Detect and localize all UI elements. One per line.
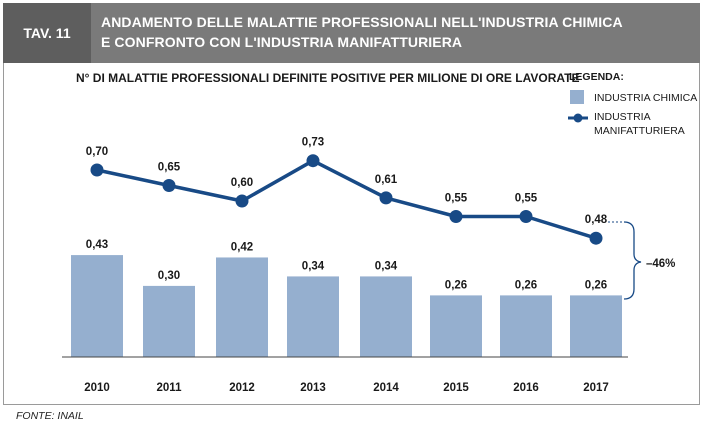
- bar-2017: [570, 295, 622, 357]
- line-value-label-2012: 0,60: [231, 177, 253, 189]
- line-value-label-2016: 0,55: [515, 193, 538, 205]
- bar-2014: [360, 276, 412, 357]
- x-tick-label-2011: 2011: [157, 382, 183, 394]
- x-tick-label-2010: 2010: [84, 382, 110, 394]
- line-point-2014: [379, 191, 393, 205]
- line-point-2016: [519, 210, 533, 223]
- bar-value-label-2012: 0,42: [231, 241, 253, 253]
- line-point-2017: [589, 231, 603, 245]
- delta-bracket: [623, 221, 642, 300]
- legend-line-marker: [573, 113, 583, 123]
- legend-line-label-1: INDUSTRIA: [594, 111, 651, 123]
- x-tick-label-2015: 2015: [443, 382, 469, 394]
- x-tick-label-2016: 2016: [513, 382, 539, 394]
- bar-value-label-2014: 0,34: [375, 260, 398, 272]
- bar-value-label-2013: 0,34: [302, 260, 325, 272]
- bar-2016: [500, 295, 552, 357]
- bar-2011: [143, 285, 195, 357]
- source-note: FONTE: INAIL: [16, 410, 84, 422]
- x-tick-label-2014: 2014: [373, 382, 399, 394]
- bar-2013: [287, 276, 339, 357]
- x-tick-label-2012: 2012: [229, 382, 255, 394]
- line-series-manifatturiera: [96, 158, 597, 240]
- figure-title-line-2: E CONFRONTO CON L'INDUSTRIA MANIFATTURIE…: [101, 34, 463, 50]
- line-point-2012: [235, 194, 249, 208]
- bar-2010: [71, 255, 123, 357]
- bar-2015: [430, 295, 482, 357]
- legend-line-label-2: MANIFATTURIERA: [594, 125, 685, 137]
- legend-bar-swatch: [570, 90, 584, 104]
- line-value-label-2014: 0,61: [375, 174, 398, 186]
- bar-value-label-2015: 0,26: [445, 279, 467, 291]
- legend-bar-label: INDUSTRIA CHIMICA: [594, 92, 697, 104]
- line-value-label-2013: 0,73: [302, 137, 324, 149]
- bar-value-label-2017: 0,26: [585, 279, 607, 291]
- line-value-label-2015: 0,55: [445, 193, 468, 205]
- table-number: TAV. 11: [3, 3, 91, 63]
- chart-subtitle: N° DI MALATTIE PROFESSIONALI DEFINITE PO…: [76, 71, 580, 85]
- line-value-label-2017: 0,48: [585, 214, 608, 226]
- line-point-2013: [306, 154, 320, 168]
- figure-title: ANDAMENTO DELLE MALATTIE PROFESSIONALI N…: [101, 12, 690, 52]
- line-point-2015: [449, 210, 463, 223]
- x-tick-label-2013: 2013: [300, 382, 326, 394]
- delta-annotation: –46%: [646, 258, 675, 270]
- line-point-2011: [162, 179, 176, 192]
- figure-title-line-1: ANDAMENTO DELLE MALATTIE PROFESSIONALI N…: [101, 14, 623, 30]
- line-value-label-2010: 0,70: [86, 146, 108, 158]
- legend: LEGENDA: INDUSTRIA CHIMICA INDUSTRIA MAN…: [568, 71, 697, 137]
- bar-2012: [216, 257, 268, 357]
- line-value-label-2011: 0,65: [158, 162, 181, 174]
- figure-footer: FONTE: INAIL: [3, 404, 700, 428]
- bar-value-label-2010: 0,43: [86, 239, 108, 251]
- line-point-2010: [90, 163, 104, 177]
- x-tick-label-2017: 2017: [583, 382, 609, 394]
- bar-value-label-2016: 0,26: [515, 279, 537, 291]
- figure-header: TAV. 11 ANDAMENTO DELLE MALATTIE PROFESS…: [3, 3, 700, 63]
- bar-value-label-2011: 0,30: [158, 270, 180, 282]
- legend-title: LEGENDA:: [569, 71, 624, 83]
